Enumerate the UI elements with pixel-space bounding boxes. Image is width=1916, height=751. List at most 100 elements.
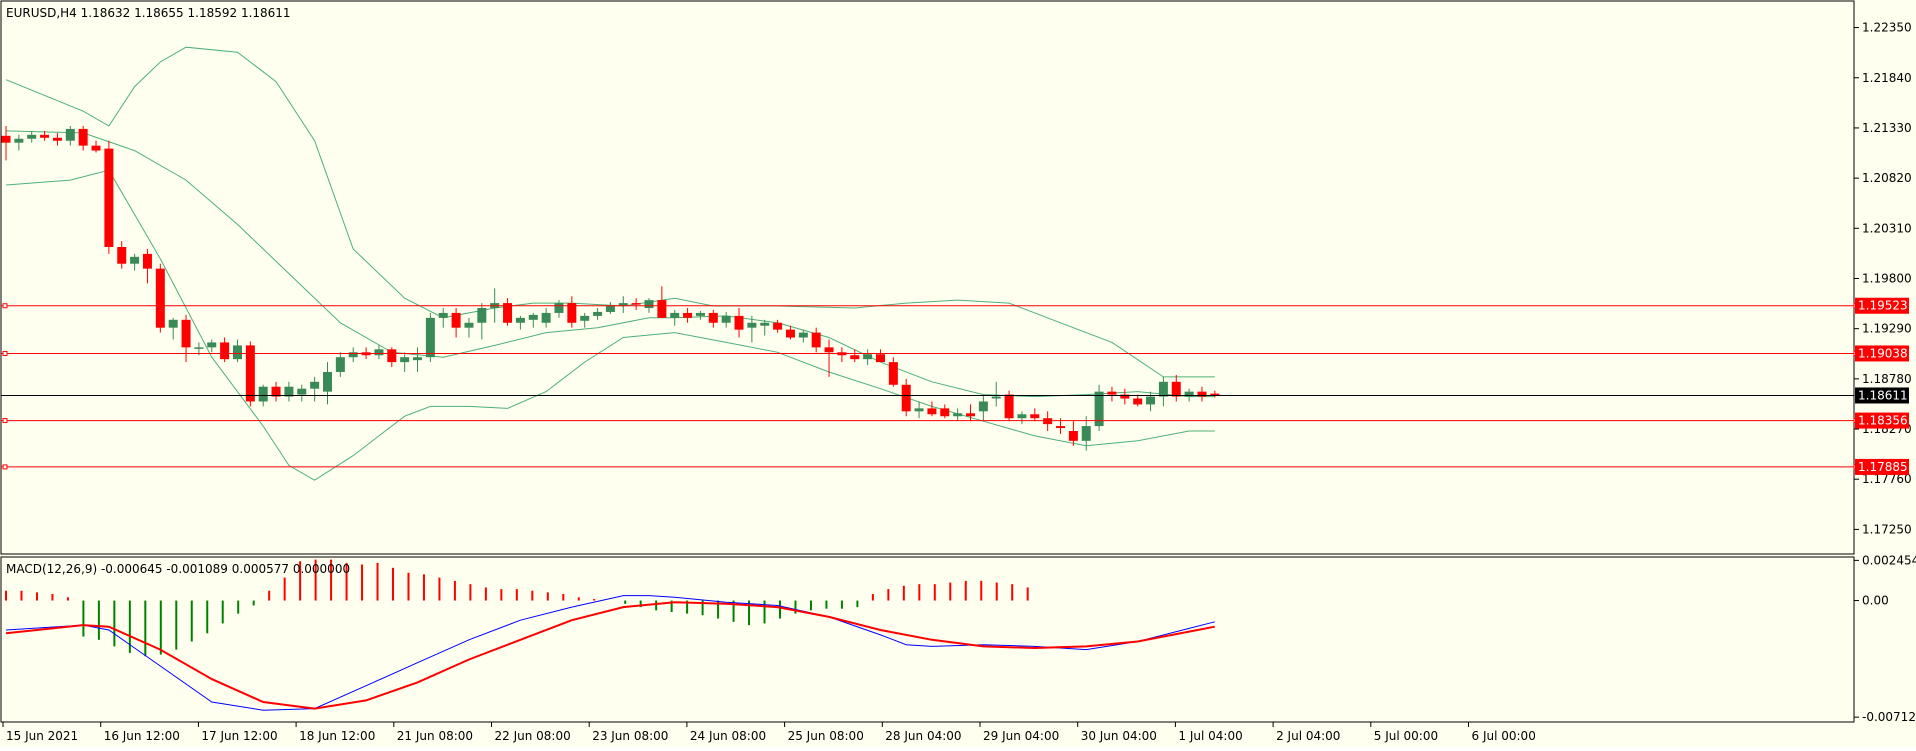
time-tick-label: 2 Jul 04:00: [1276, 729, 1340, 743]
candle-bear: [1030, 414, 1040, 419]
macd-main-line: [5, 595, 1215, 711]
candle-bear: [1133, 398, 1143, 405]
candle-bull: [760, 322, 770, 326]
candle-bull: [605, 306, 615, 312]
price-tick-label: 1.20310: [1862, 221, 1912, 235]
candle-bull: [721, 315, 731, 323]
candle-bear: [104, 148, 114, 247]
macd-title: MACD(12,26,9) -0.000645 -0.001089 0.0005…: [6, 562, 350, 576]
candle-bull: [425, 317, 435, 358]
price-tick-label: 1.21840: [1862, 71, 1912, 85]
candle-bull: [670, 312, 680, 318]
candle-bear: [52, 137, 62, 141]
candle-bull: [644, 300, 654, 309]
candle-bear: [966, 413, 975, 417]
level-label: 1.19038: [1858, 346, 1908, 360]
candle-bull: [27, 134, 37, 139]
candle-bull: [618, 303, 628, 307]
level-label: 1.19523: [1858, 299, 1908, 313]
candle-bull: [541, 312, 551, 323]
candle-bull: [914, 408, 924, 412]
candlesticks: [1, 125, 1220, 451]
price-tick-label: 1.19800: [1862, 271, 1912, 285]
time-tick-label: 22 Jun 08:00: [495, 729, 571, 743]
price-tick-label: 1.19290: [1862, 322, 1912, 336]
level-anchor: [2, 464, 8, 470]
candle-bear: [824, 347, 834, 353]
time-tick-label: 5 Jul 00:00: [1374, 729, 1438, 743]
candle-bull: [413, 357, 423, 361]
candle-bull: [335, 357, 345, 372]
candle-bull: [130, 256, 140, 264]
candle-bull: [310, 381, 320, 389]
candle-bear: [1043, 418, 1053, 425]
candle-bear: [811, 332, 821, 348]
candle-bear: [1056, 426, 1066, 429]
bollinger-middle-line: [5, 130, 1215, 398]
candle-bull: [1158, 381, 1168, 397]
candle-bear: [40, 134, 50, 138]
candle-bear: [901, 384, 911, 412]
candle-bull: [580, 315, 590, 321]
candle-bear: [91, 145, 101, 151]
candle-bear: [220, 342, 230, 360]
time-tick-label: 25 Jun 08:00: [788, 729, 864, 743]
price-tick-label: 1.17250: [1862, 522, 1912, 536]
candle-bear: [888, 362, 898, 385]
candle-bull: [695, 312, 705, 316]
level-anchor: [2, 350, 8, 356]
price-tick-label: 1.20820: [1862, 171, 1912, 185]
price-tick-label: 1.18780: [1862, 372, 1912, 386]
candle-bull: [323, 371, 332, 392]
bollinger-lower-line: [5, 169, 1215, 481]
symbol-title: EURUSD,H4 1.18632 1.18655 1.18592 1.1861…: [6, 6, 291, 20]
time-tick-label: 28 Jun 04:00: [885, 729, 961, 743]
price-tick-label: 1.21330: [1862, 121, 1912, 135]
macd-signal-line: [5, 601, 1215, 710]
macd-tick-label: -0.007124: [1862, 710, 1916, 724]
candle-bull: [207, 342, 217, 348]
macd-tick-label: 0.002454: [1862, 553, 1916, 567]
candle-bear: [155, 268, 165, 328]
candle-bull: [1094, 391, 1104, 427]
time-tick-label: 16 Jun 12:00: [104, 729, 180, 743]
candle-bull: [194, 347, 204, 349]
candle-bear: [117, 246, 127, 264]
candle-bear: [1210, 393, 1220, 396]
candle-bull: [284, 386, 294, 397]
price-panel-frame: [0, 0, 1855, 555]
candle-bear: [1, 135, 11, 143]
time-tick-label: 1 Jul 04:00: [1178, 729, 1242, 743]
time-tick-label: 24 Jun 08:00: [690, 729, 766, 743]
level-anchor: [2, 303, 8, 309]
candle-bear: [181, 319, 191, 348]
horizontal-levels: 1.19523 1.19038 1.18356 1.17885 1.18611: [1, 297, 1909, 475]
level-label-box: [1855, 458, 1909, 475]
candle-bear: [387, 349, 397, 363]
candle-bear: [1197, 391, 1207, 397]
candle-bear: [142, 253, 152, 269]
candle-bull: [528, 314, 538, 320]
candle-bear: [657, 300, 667, 318]
candle-bull: [1081, 426, 1091, 441]
candle-bear: [734, 315, 744, 330]
candle-bear: [1068, 431, 1078, 441]
candle-bull: [477, 308, 487, 323]
level-label-box: [1855, 297, 1909, 314]
candle-bull: [1146, 396, 1156, 405]
time-tick-label: 15 Jun 2021: [6, 729, 78, 743]
level-label-box: [1855, 412, 1909, 429]
candle-bear: [271, 386, 281, 397]
candle-bear: [245, 345, 255, 402]
bollinger-bands: [5, 46, 1215, 481]
candle-bull: [258, 386, 268, 402]
time-tick-label: 18 Jun 12:00: [299, 729, 375, 743]
candle-bull: [438, 312, 448, 318]
candle-bull: [515, 317, 525, 323]
candle-bear: [1004, 394, 1014, 419]
candle-bear: [451, 312, 461, 328]
candle-bear: [1107, 391, 1117, 395]
candle-bull: [464, 322, 474, 328]
time-tick-label: 29 Jun 04:00: [983, 729, 1059, 743]
